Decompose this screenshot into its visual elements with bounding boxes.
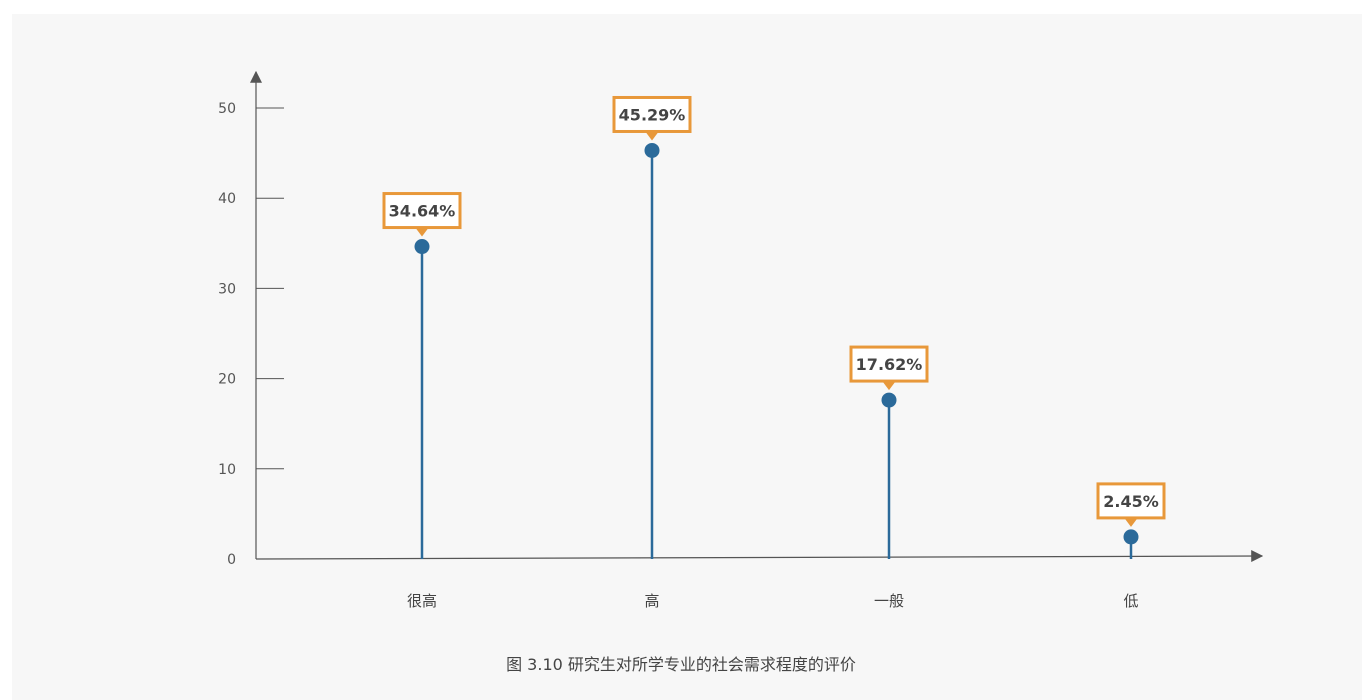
x-tick-label: 很高 — [407, 592, 437, 610]
y-tick-label: 10 — [218, 462, 236, 478]
value-label: 2.45% — [1103, 492, 1159, 511]
marker-dot — [644, 142, 660, 158]
value-label: 45.29% — [619, 105, 686, 124]
figure-caption: 图 3.10 研究生对所学专业的社会需求程度的评价 — [506, 655, 856, 674]
value-label-box — [382, 192, 462, 230]
y-tick-label: 0 — [227, 552, 236, 568]
marker-dot — [414, 239, 430, 255]
value-label: 17.62% — [856, 355, 923, 374]
x-axis-line — [255, 550, 1264, 563]
x-tick-label: 高 — [644, 592, 659, 610]
marker-dot — [881, 392, 897, 408]
x-tick-label: 低 — [1123, 592, 1138, 610]
value-label-pointer — [1125, 518, 1137, 527]
value-label-pointer — [883, 382, 895, 391]
value-label-box — [612, 95, 692, 133]
y-tick-label: 30 — [218, 281, 236, 297]
y-tick-label: 40 — [218, 191, 236, 207]
value-label: 34.64% — [389, 202, 456, 221]
y-tick-label: 50 — [218, 101, 236, 117]
value-label-pointer — [416, 228, 428, 237]
marker-dot — [1123, 529, 1139, 545]
y-tick-label: 20 — [218, 372, 236, 388]
marks: 34.64% 45.29% 17.62% 2.45% — [382, 95, 1166, 559]
x-tick-label: 一般 — [874, 592, 904, 610]
value-label-box — [849, 345, 929, 383]
value-label-box — [1096, 482, 1166, 520]
value-label-pointer — [646, 132, 658, 141]
axes: 0 10 20 30 40 50 很高 高 一般 低 — [218, 70, 1264, 610]
